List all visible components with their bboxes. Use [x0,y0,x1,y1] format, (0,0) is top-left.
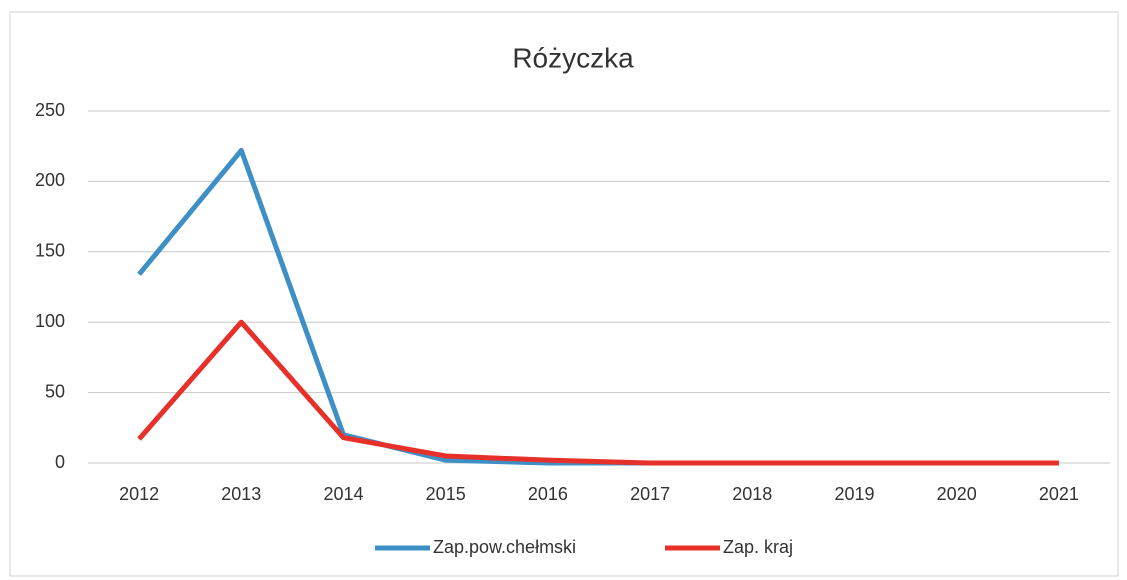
y-tick-label: 50 [45,381,65,401]
x-tick-label: 2013 [221,484,261,504]
x-tick-label: 2014 [323,484,363,504]
x-tick-label: 2018 [732,484,772,504]
y-tick-label: 200 [35,170,65,190]
x-tick-label: 2015 [426,484,466,504]
y-tick-label: 150 [35,241,65,261]
x-tick-label: 2019 [834,484,874,504]
y-tick-label: 0 [55,452,65,472]
x-tick-label: 2016 [528,484,568,504]
series-line [137,319,1059,466]
x-tick-label: 2012 [119,484,159,504]
chart-frame [9,11,1119,577]
x-tick-label: 2021 [1039,484,1079,504]
y-tick-label: 100 [35,311,65,331]
x-tick-label: 2017 [630,484,670,504]
x-tick-label: 2020 [937,484,977,504]
chart-title: Różyczka [512,42,634,73]
legend-label: Zap.pow.chełmski [433,537,576,557]
legend-label: Zap. kraj [723,537,793,557]
y-tick-label: 250 [35,100,65,120]
